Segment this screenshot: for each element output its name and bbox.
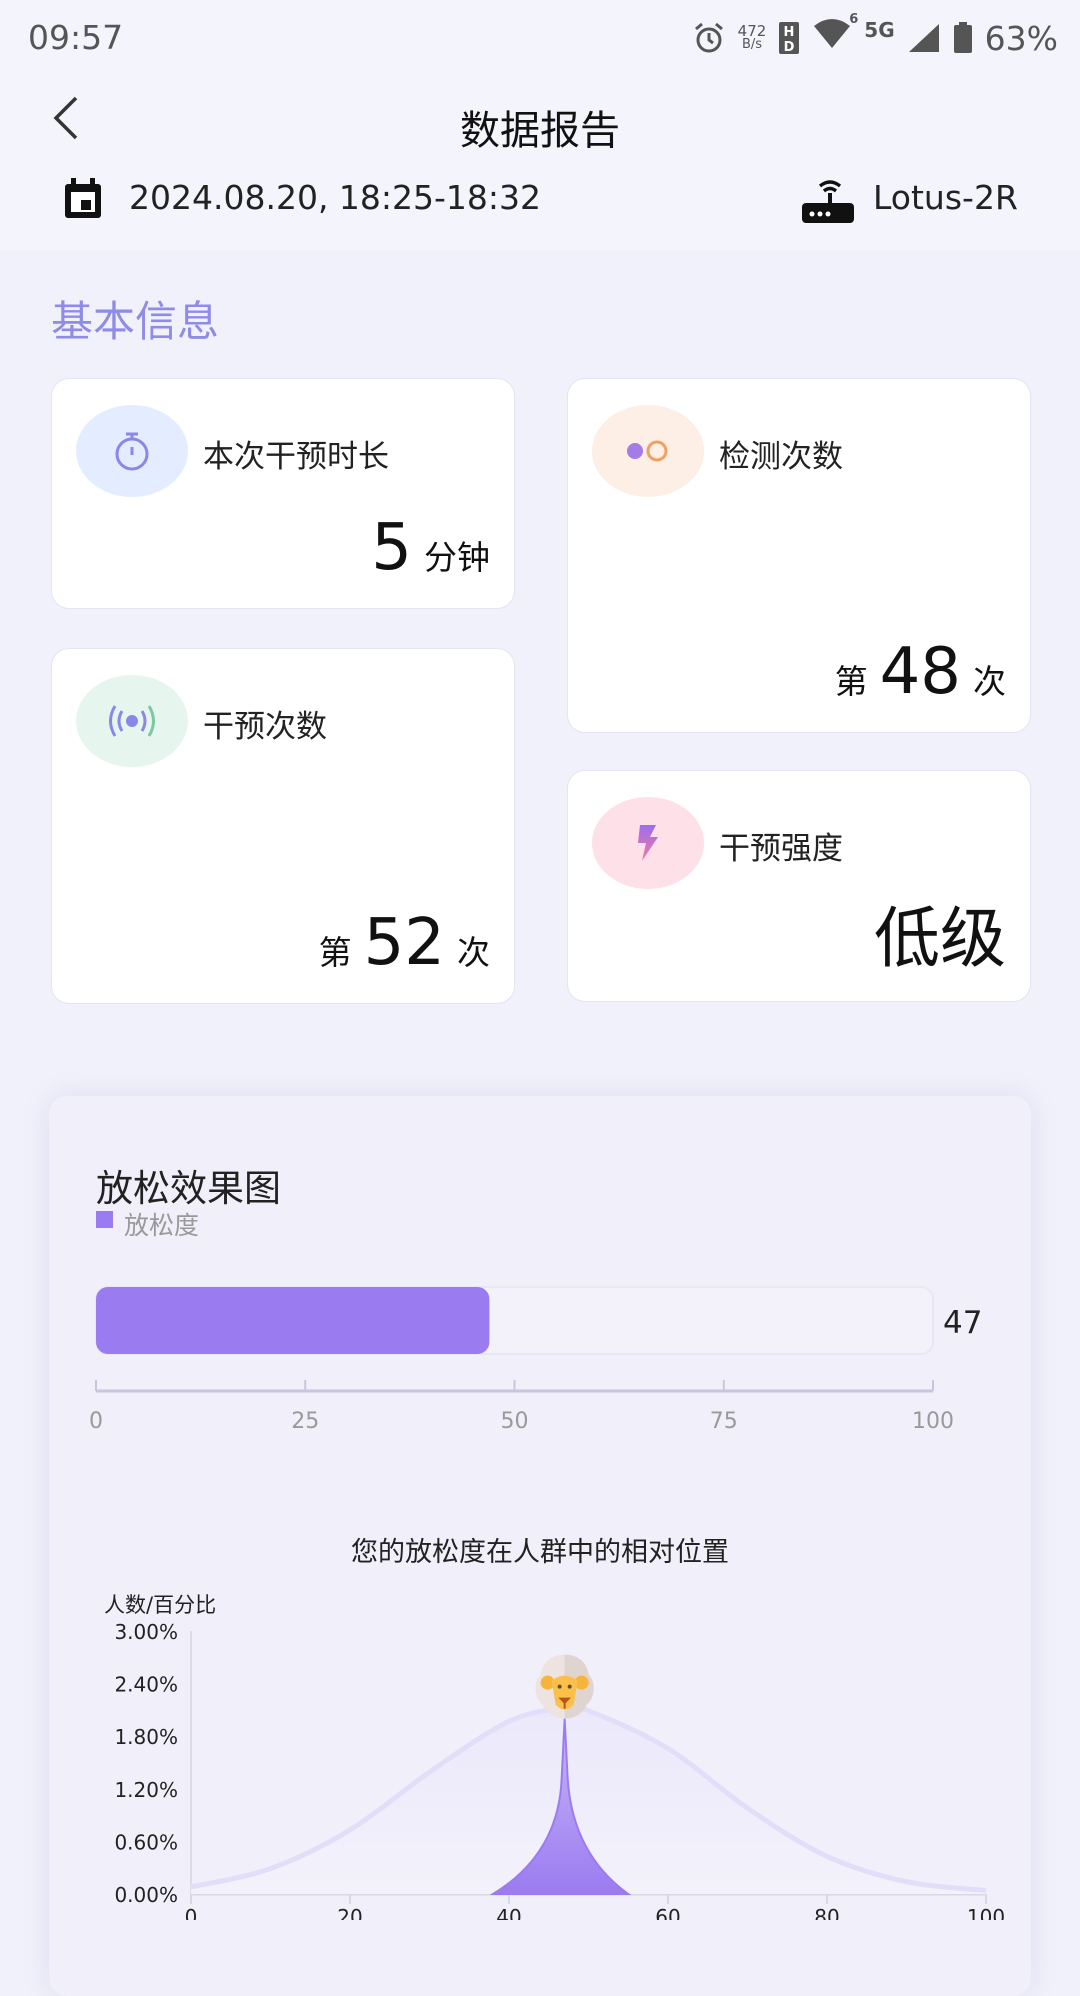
network-type: 5G [864,18,895,42]
card-intensity: 干预强度 低级 [567,770,1031,1002]
card-value: 低级 [874,900,1006,977]
legend-label: 放松度 [124,1211,200,1240]
router-icon [802,180,854,223]
card-value: 52 [363,906,445,980]
chevron-left-icon[interactable] [48,94,88,142]
dots-icon [592,405,704,497]
hd-icon: HD [779,22,800,55]
x-tick-label: 100 [967,1905,1005,1920]
card-detection-count: 检测次数 第 48 次 [567,378,1031,733]
signal-icon [908,24,939,52]
card-label: 本次干预时长 [203,439,389,475]
y-tick-label: 0.60% [114,1830,178,1854]
svg-text:H: H [784,25,795,40]
y-tick-label: 3.00% [114,1620,178,1644]
bar-x-tick-label: 50 [501,1409,529,1434]
y-axis-label: 人数/百分比 [104,1593,216,1617]
card-value: 5 [371,511,412,585]
x-tick-label: 0 [185,1905,198,1920]
bar-x-tick-label: 0 [89,1409,103,1434]
x-tick-label: 80 [814,1905,839,1920]
charts-svg: 47 0 25 50 75 100 您的放松度在人群中的相对位置 人数/百分比 0.00… [89,1286,1005,1920]
battery-level: 63% [984,18,1058,58]
card-intervention-count: 干预次数 第 52 次 [51,648,515,1004]
y-tick-label: 0.00% [114,1883,178,1907]
bar-x-tick-label: 25 [291,1409,319,1434]
page-title: 数据报告 [460,108,620,154]
stopwatch-icon [76,405,188,497]
bar-chart-title: 放松效果图 [96,1167,281,1210]
card-label: 干预强度 [719,831,843,867]
y-tick-label: 2.40% [114,1673,178,1697]
legend-swatch [96,1211,113,1228]
card-unit: 分钟 [424,538,490,577]
net-speed-unit: B/s [741,37,763,52]
distribution-area [191,1706,986,1894]
bar-value-label: 47 [943,1305,982,1341]
y-tick-label: 1.80% [114,1725,178,1749]
svg-text:D: D [784,40,795,55]
card-prefix: 第 [318,933,352,972]
sheep-icon [535,1654,594,1719]
battery-icon [953,22,972,53]
card-value: 48 [879,635,961,709]
device-name: Lotus-2R [873,178,1018,217]
card-unit: 次 [973,662,1006,701]
bar-x-tick-label: 100 [912,1409,954,1434]
broadcast-icon [76,675,188,767]
x-tick-label: 40 [496,1905,521,1920]
card-label: 干预次数 [203,709,327,745]
session-datetime: 2024.08.20, 18:25-18:32 [129,178,542,217]
distribution-title: 您的放松度在人群中的相对位置 [351,1537,729,1568]
alarm-icon [694,22,723,53]
wifi-badge: 6 [849,12,859,27]
card-duration: 本次干预时长 5 分钟 [51,378,515,609]
card-unit: 次 [457,933,490,972]
user-position-spike [489,1718,632,1895]
net-speed: 472 B/s [737,22,767,52]
x-tick-label: 20 [337,1905,362,1920]
bar-x-tick-label: 75 [710,1409,738,1434]
section-title-basic-info: 基本信息 [51,297,220,346]
calendar-icon [65,178,101,218]
lightning-icon [592,797,704,889]
card-label: 检测次数 [719,439,843,475]
bar-fill [96,1287,490,1354]
net-speed-value: 472 [737,22,767,40]
x-tick-label: 60 [655,1905,680,1920]
status-time: 09:57 [28,18,124,57]
card-prefix: 第 [834,662,868,701]
header-background [0,0,1080,250]
wifi-icon: 6 [812,12,858,58]
y-tick-label: 1.20% [114,1778,178,1802]
